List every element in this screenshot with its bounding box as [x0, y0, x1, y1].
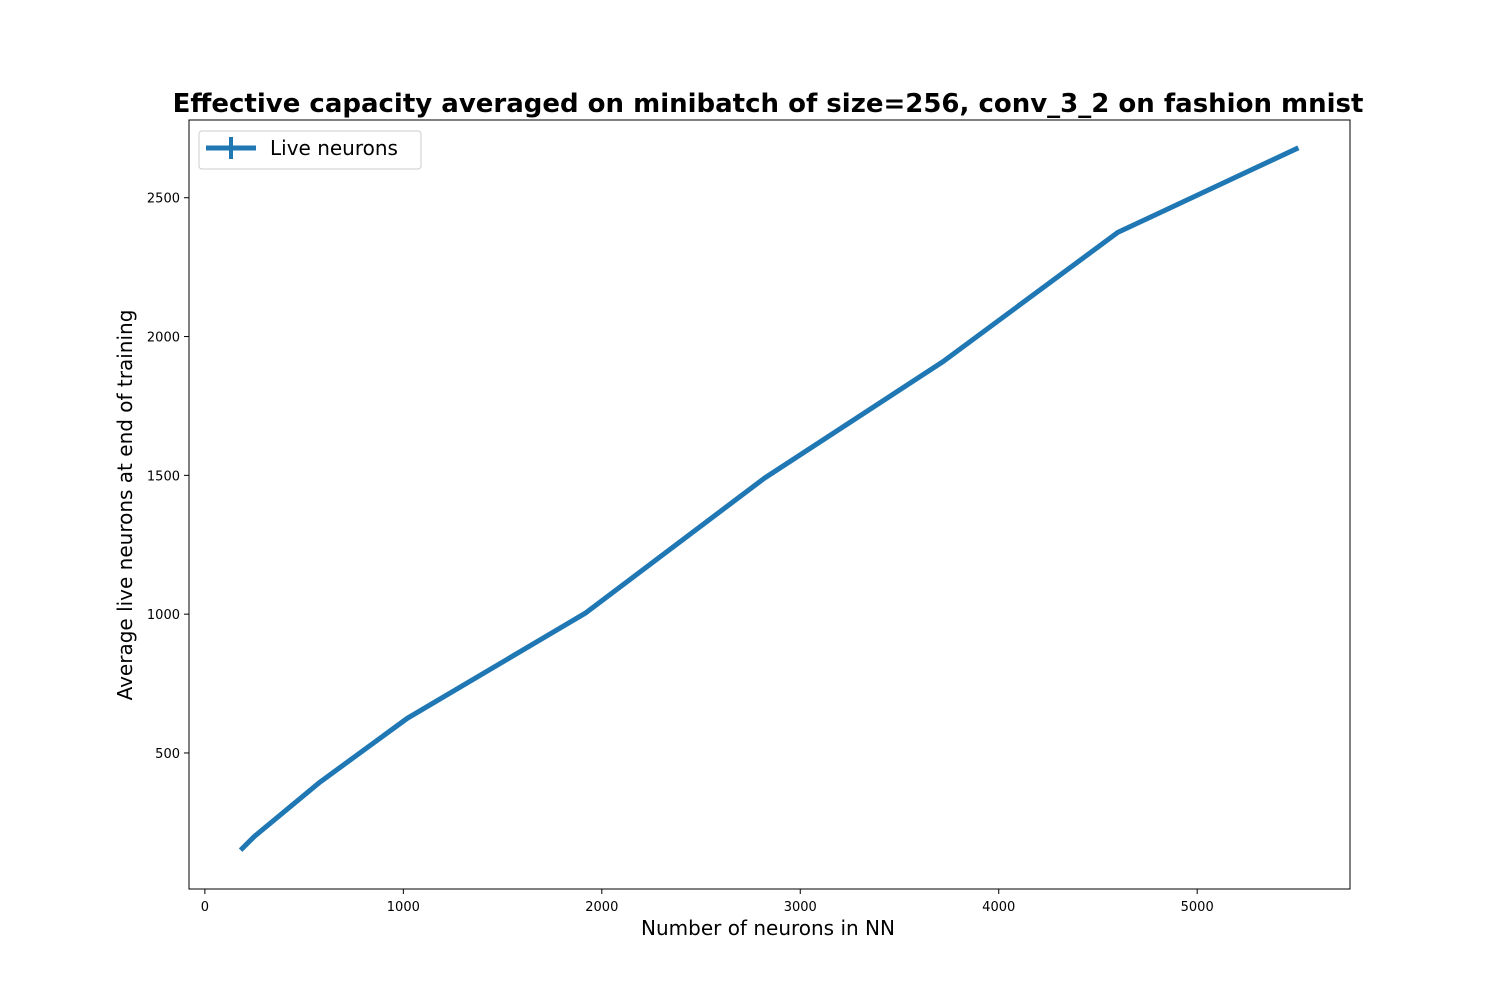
x-tick-label: 3000	[784, 900, 817, 915]
x-tick-label: 4000	[982, 900, 1015, 915]
x-tick-label: 0	[201, 900, 209, 915]
y-axis-ticks: 500 1000 1500 2000 2500	[147, 192, 189, 762]
legend-box	[198, 130, 422, 170]
legend-label: Live neurons	[270, 136, 398, 160]
y-tick-label: 500	[155, 747, 180, 762]
series-line-live-neurons	[238, 145, 1300, 852]
x-tick-label: 5000	[1181, 900, 1214, 915]
x-tick-label: 2000	[585, 900, 618, 915]
series-layer	[238, 145, 1300, 852]
x-axis-ticks: 0 1000 2000 3000 4000 5000	[201, 889, 1214, 915]
x-tick-label: 1000	[387, 900, 420, 915]
axes-frame	[188, 119, 1351, 890]
y-tick-label: 2500	[147, 192, 180, 207]
legend: Live neurons	[198, 130, 422, 170]
y-tick-label: 1500	[147, 469, 180, 484]
x-axis-label: Number of neurons in NN	[641, 916, 895, 940]
plot-area	[188, 119, 1351, 890]
y-tick-label: 1000	[147, 608, 180, 623]
y-axis-label: Average live neurons at end of training	[113, 310, 137, 701]
y-tick-label: 2000	[147, 331, 180, 346]
chart-title: Effective capacity averaged on minibatch…	[173, 89, 1364, 119]
